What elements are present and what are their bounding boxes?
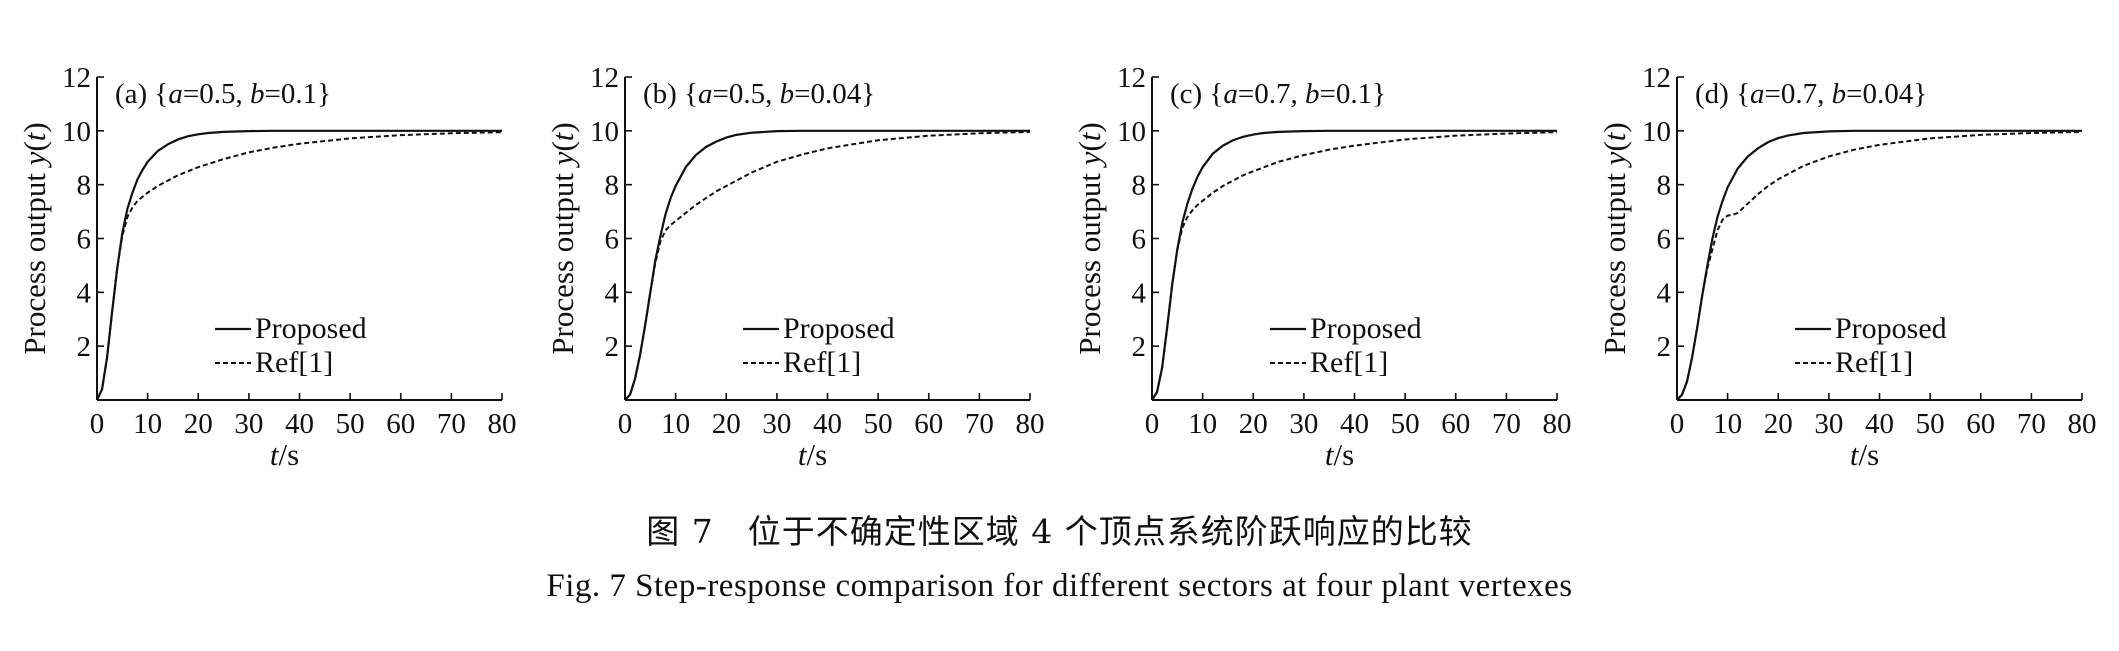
x-tick-label: 60 [1441, 408, 1470, 440]
x-tick-label: 10 [1188, 408, 1217, 440]
legend-entry: Ref[1] [1835, 346, 1913, 379]
legend-entry: Ref[1] [783, 346, 861, 379]
series-line-proposed [1151, 129, 1557, 401]
x-tick-label: 0 [1670, 408, 1685, 440]
x-tick-label: 30 [1289, 408, 1318, 440]
y-tick-label: 2 [77, 331, 92, 363]
y-axis-label: Process output y(t) [1597, 122, 1632, 354]
y-tick-label: 12 [590, 62, 619, 94]
panel-title: (a) {a=0.5, b=0.1} [115, 78, 331, 110]
x-tick-label: 20 [184, 408, 213, 440]
chart-panel-1: 0 10 20 30 40 50 60 70 80 2 4 6 8 10 12 t/s Process outp… [17, 62, 517, 472]
x-tick-label: 60 [914, 408, 943, 440]
x-tick-label: 20 [712, 408, 741, 440]
x-tick-label: 60 [1966, 408, 1995, 440]
chart-panel-2: 0 10 20 30 40 50 60 70 80 2 4 6 8 10 12 t/s Process outp… [545, 62, 1045, 472]
y-tick-label: 8 [1657, 170, 1672, 202]
chart-panel-3: 0 10 20 30 40 50 60 70 80 2 4 6 8 10 12 t/s Process outp… [1072, 62, 1572, 472]
x-tick-label: 10 [661, 408, 690, 440]
y-tick-label: 10 [1642, 116, 1671, 148]
series-line-proposed [96, 129, 502, 401]
x-tick-label: 70 [965, 408, 994, 440]
y-tick-label: 12 [1117, 62, 1146, 94]
x-tick-label: 40 [1865, 408, 1894, 440]
x-tick-label: 80 [2068, 408, 2097, 440]
x-tick-label: 30 [762, 408, 791, 440]
x-tick-label: 40 [1340, 408, 1369, 440]
x-tick-label: 10 [133, 408, 162, 440]
x-tick-label: 20 [1764, 408, 1793, 440]
legend-entry: Proposed [255, 312, 367, 345]
y-axis-label: Process output y(t) [1072, 122, 1107, 354]
x-tick-label: 70 [2017, 408, 2046, 440]
y-tick-label: 10 [590, 116, 619, 148]
x-tick-label: 0 [1145, 408, 1160, 440]
y-axis-label: Process output y(t) [545, 122, 580, 354]
legend-entry: Proposed [783, 312, 895, 345]
x-tick-label: 10 [1713, 408, 1742, 440]
y-tick-label: 2 [605, 331, 620, 363]
legend-entry: Ref[1] [255, 346, 333, 379]
x-axis-label: t/s [1325, 437, 1354, 472]
x-tick-label: 70 [437, 408, 466, 440]
y-tick-label: 2 [1657, 331, 1672, 363]
panel-title: (c) {a=0.7, b=0.1} [1170, 78, 1386, 110]
y-tick-label: 4 [77, 277, 92, 309]
x-tick-label: 30 [1814, 408, 1843, 440]
x-axis-label: t/s [270, 437, 299, 472]
y-axis-label: Process output y(t) [17, 122, 52, 354]
y-tick-label: 8 [1132, 170, 1147, 202]
panel-title: (d) {a=0.7, b=0.04} [1695, 78, 1927, 110]
figure-caption-chinese: 图 7 位于不确定性区域 4 个顶点系统阶跃响应的比较 [646, 512, 1473, 551]
series-line-proposed [624, 129, 1030, 401]
x-tick-label: 0 [90, 408, 105, 440]
x-tick-label: 40 [813, 408, 842, 440]
y-tick-label: 8 [77, 170, 92, 202]
y-tick-label: 4 [605, 277, 620, 309]
legend-entry: Proposed [1310, 312, 1422, 345]
legend-entry: Proposed [1835, 312, 1947, 345]
y-tick-label: 6 [1657, 224, 1672, 256]
figure-caption-english: Fig. 7 Step-response comparison for diff… [546, 568, 1573, 604]
y-tick-label: 12 [1642, 62, 1671, 94]
x-tick-label: 80 [1016, 408, 1045, 440]
x-tick-label: 50 [1391, 408, 1420, 440]
series-line-ref1 [1676, 130, 2083, 401]
x-tick-label: 80 [488, 408, 517, 440]
x-tick-label: 0 [618, 408, 633, 440]
series-line-ref1 [96, 131, 503, 401]
x-tick-label: 80 [1543, 408, 1572, 440]
y-tick-label: 6 [605, 224, 620, 256]
y-tick-label: 6 [77, 224, 92, 256]
x-tick-label: 70 [1492, 408, 1521, 440]
x-tick-label: 60 [386, 408, 415, 440]
legend-entry: Ref[1] [1310, 346, 1388, 379]
y-tick-label: 2 [1132, 331, 1147, 363]
chart-panel-4: 0 10 20 30 40 50 60 70 80 2 4 6 8 10 12 t/s Process outp… [1597, 62, 2097, 472]
x-tick-label: 50 [1916, 408, 1945, 440]
y-tick-label: 10 [62, 116, 91, 148]
y-tick-label: 6 [1132, 224, 1147, 256]
y-tick-label: 8 [605, 170, 620, 202]
x-tick-label: 40 [285, 408, 314, 440]
y-tick-label: 4 [1657, 277, 1672, 309]
x-axis-label: t/s [798, 437, 827, 472]
x-tick-label: 50 [336, 408, 365, 440]
x-tick-label: 30 [234, 408, 263, 440]
series-line-ref1 [624, 130, 1031, 401]
y-tick-label: 10 [1117, 116, 1146, 148]
x-tick-label: 20 [1239, 408, 1268, 440]
x-axis-label: t/s [1850, 437, 1879, 472]
y-tick-label: 4 [1132, 277, 1147, 309]
panel-title: (b) {a=0.5, b=0.04} [643, 78, 875, 110]
x-tick-label: 50 [864, 408, 893, 440]
y-tick-label: 12 [62, 62, 91, 94]
